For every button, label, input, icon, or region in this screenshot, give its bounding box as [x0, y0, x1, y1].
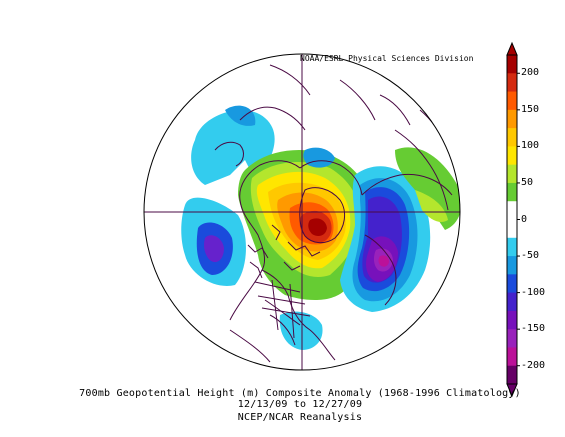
credit-text: NOAA/ESRL Physical Sciences Division: [300, 54, 474, 63]
caption-line-3: NCEP/NCAR Reanalysis: [237, 412, 363, 423]
anomaly-neg-pacific-top: [225, 105, 256, 126]
colorbar-tick-label: 200: [521, 67, 540, 79]
colorbar-segment: [507, 219, 517, 239]
colorbar-segment: [507, 274, 517, 294]
anomaly-field: [181, 105, 460, 350]
colorbar-tick-label: 150: [521, 103, 540, 115]
colorbar-segment: [507, 91, 517, 111]
colorbar-segment: [507, 237, 517, 257]
colorbar-tick-label: -200: [521, 359, 546, 371]
caption-line-1: 700mb Geopotential Height (m) Composite …: [79, 388, 521, 399]
anomaly-neg-south: [279, 311, 323, 350]
anomaly-neg-eurasia-p4: [378, 255, 389, 267]
colorbar-tick-label: 100: [521, 140, 540, 152]
colorbar-segment: [507, 292, 517, 312]
colorbar-segment: [507, 109, 517, 129]
colorbar-tick-label: -150: [521, 323, 546, 335]
anomaly-pos-core: [308, 218, 327, 236]
colorbar-segment: [507, 310, 517, 330]
colorbar-segment: [507, 73, 517, 93]
colorbar-segment: [507, 347, 517, 367]
colorbar-segment: [507, 128, 517, 147]
colorbar-segment: [507, 365, 517, 385]
anomaly-pos-ne-light: [415, 190, 448, 222]
colorbar-segment: [507, 55, 517, 74]
colorbar-segment: [507, 201, 517, 220]
colorbar-segment: [507, 182, 517, 202]
anomaly-neg-west-core: [204, 235, 224, 263]
caption-line-2: 12/13/09 to 12/27/09: [237, 399, 363, 410]
anomaly-pos-ne: [395, 147, 460, 230]
graticule-cross: [144, 54, 460, 370]
colorbar-tick-label: 0: [521, 213, 528, 225]
colorbar-tick-label: -50: [521, 250, 540, 262]
colorbar-segment: [507, 256, 517, 275]
colorbar-tick-label: 50: [521, 176, 534, 188]
colorbar-segment: [507, 164, 517, 184]
map-border: [143, 53, 461, 371]
colorbar-segment: [507, 146, 517, 166]
colorbar-tick-label: -100: [521, 286, 546, 298]
colorbar: [506, 41, 520, 398]
colorbar-segment: [507, 329, 517, 348]
coastlines: [214, 64, 453, 363]
colorbar-arrow-top: [506, 41, 518, 56]
